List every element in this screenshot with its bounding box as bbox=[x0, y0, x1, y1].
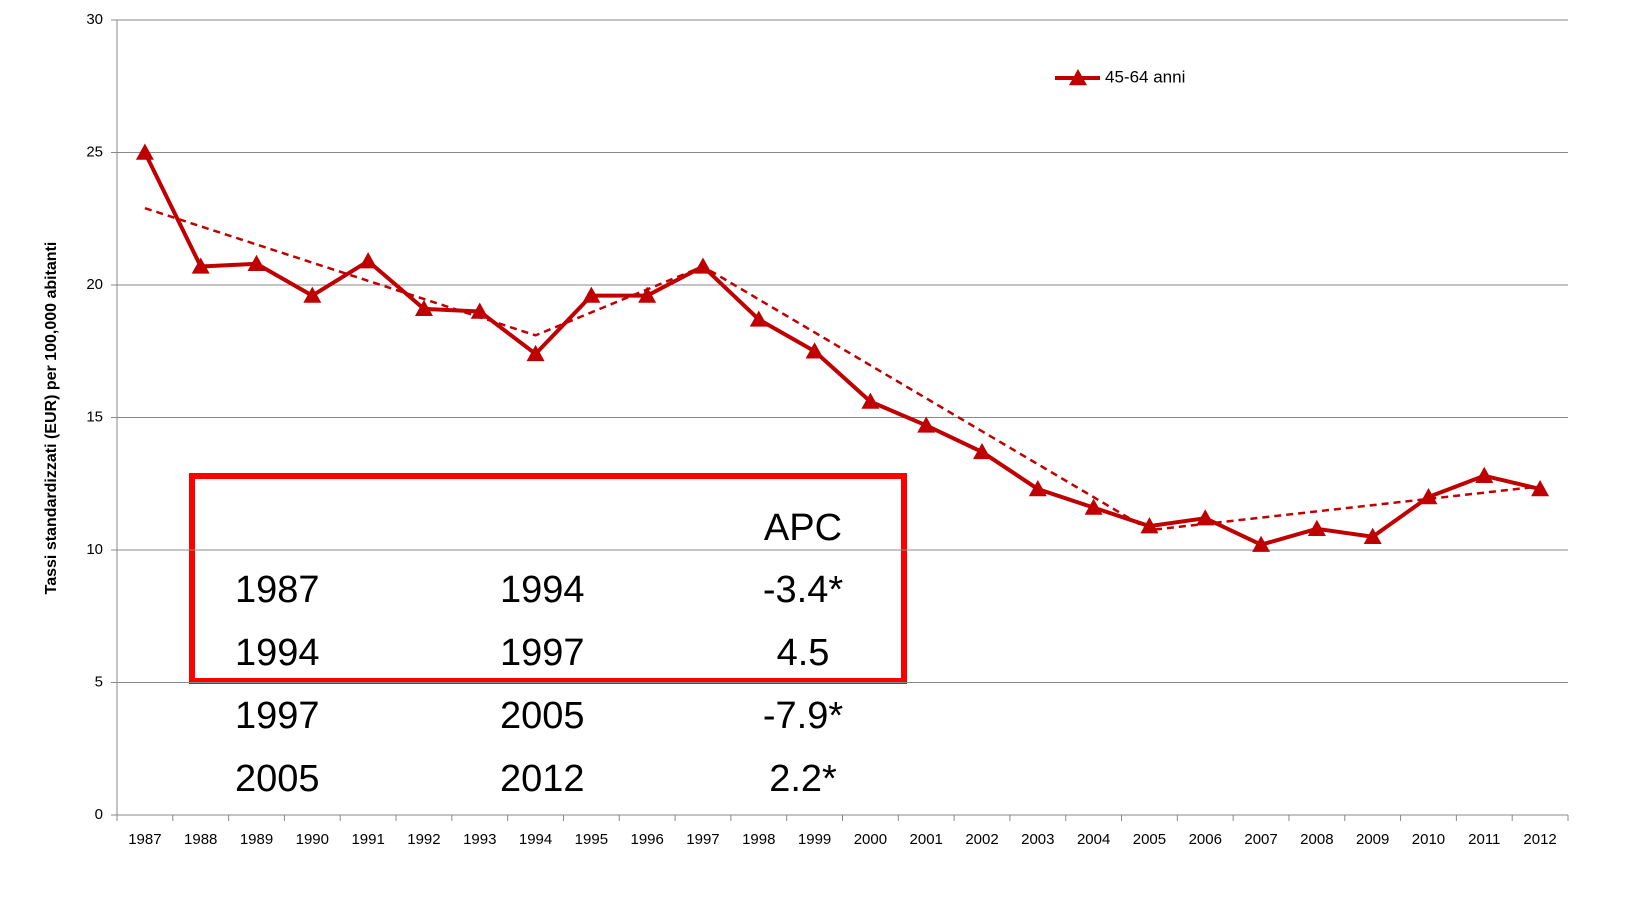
marker bbox=[359, 252, 378, 269]
y-tick-label: 25 bbox=[86, 143, 103, 160]
marker bbox=[1307, 519, 1326, 536]
legend-marker bbox=[1069, 69, 1087, 86]
series-line bbox=[143, 151, 1541, 547]
marker bbox=[1419, 488, 1438, 505]
x-tick-label: 2001 bbox=[910, 831, 943, 848]
marker bbox=[414, 299, 433, 317]
marker bbox=[805, 342, 824, 359]
y-tick-label: 10 bbox=[86, 541, 103, 558]
x-tick-label: 2010 bbox=[1412, 831, 1445, 848]
y-axis-title: Tassi standardizzati (EUR) per 100,000 a… bbox=[43, 242, 60, 595]
x-tick-label: 1991 bbox=[351, 831, 384, 848]
table-cell: -7.9* bbox=[763, 695, 843, 737]
x-tick-label: 1990 bbox=[296, 831, 329, 848]
x-tick-label: 2008 bbox=[1300, 831, 1333, 848]
marker bbox=[693, 257, 712, 274]
x-tick-label: 2007 bbox=[1244, 831, 1277, 848]
x-tick-label: 1988 bbox=[184, 831, 217, 848]
marker bbox=[1084, 498, 1103, 515]
marker bbox=[861, 392, 880, 409]
legend-label: 45-64 anni bbox=[1105, 67, 1185, 86]
table-cell: 1994 bbox=[500, 569, 585, 611]
marker bbox=[135, 143, 154, 160]
x-tick-label: 1996 bbox=[630, 831, 663, 848]
table-cell: 1997 bbox=[235, 695, 320, 737]
marker bbox=[526, 344, 545, 362]
x-tick-label: 1999 bbox=[798, 831, 831, 848]
marker bbox=[1196, 509, 1215, 526]
marker bbox=[1531, 480, 1550, 497]
marker bbox=[973, 442, 992, 460]
table-cell: -3.4* bbox=[763, 569, 843, 611]
x-tick-label: 1993 bbox=[463, 831, 496, 848]
y-tick-label: 5 bbox=[95, 673, 103, 690]
x-tick-label: 1987 bbox=[128, 831, 161, 848]
y-tick-label: 20 bbox=[86, 276, 103, 293]
marker bbox=[582, 286, 601, 303]
x-tick-label: 2000 bbox=[854, 831, 887, 848]
table-cell: 2.2* bbox=[769, 758, 837, 800]
table-header: APC bbox=[764, 507, 842, 549]
y-tick-label: 30 bbox=[86, 11, 103, 28]
x-tick-label: 2011 bbox=[1468, 831, 1500, 848]
x-tick-label: 1995 bbox=[575, 831, 608, 848]
y-tick-label: 0 bbox=[95, 806, 103, 823]
x-tick-label: 1994 bbox=[519, 831, 552, 848]
marker bbox=[247, 254, 266, 271]
marker bbox=[917, 416, 936, 433]
marker bbox=[470, 302, 489, 319]
marker bbox=[1028, 480, 1047, 497]
y-tick-label: 15 bbox=[86, 408, 103, 425]
table-cell: 1994 bbox=[235, 632, 320, 674]
x-tick-label: 2005 bbox=[1133, 831, 1166, 848]
marker bbox=[1475, 466, 1494, 483]
marker bbox=[303, 286, 322, 303]
marker bbox=[1140, 517, 1159, 534]
trend-line bbox=[144, 206, 1541, 532]
x-tick-label: 2003 bbox=[1021, 831, 1054, 848]
table-cell: 2005 bbox=[235, 758, 320, 800]
x-tick-label: 1989 bbox=[240, 831, 273, 848]
table-cell: 1987 bbox=[235, 569, 320, 611]
marker bbox=[1363, 527, 1382, 544]
table-cell: 4.5 bbox=[777, 632, 830, 674]
highlight-box bbox=[189, 473, 907, 684]
table-cell: 1997 bbox=[500, 632, 585, 674]
marker bbox=[638, 286, 657, 303]
table-cell: 2012 bbox=[500, 758, 585, 800]
marker bbox=[191, 257, 210, 274]
x-tick-label: 2012 bbox=[1523, 831, 1556, 848]
x-tick-label: 1998 bbox=[742, 831, 775, 848]
x-tick-label: 2006 bbox=[1189, 831, 1222, 848]
x-tick-label: 1992 bbox=[407, 831, 440, 848]
marker bbox=[1252, 535, 1271, 552]
x-tick-label: 2009 bbox=[1356, 831, 1389, 848]
marker bbox=[749, 310, 768, 327]
x-tick-label: 1997 bbox=[686, 831, 719, 848]
x-tick-label: 2004 bbox=[1077, 831, 1110, 848]
table-cell: 2005 bbox=[500, 695, 585, 737]
x-tick-label: 2002 bbox=[965, 831, 998, 848]
